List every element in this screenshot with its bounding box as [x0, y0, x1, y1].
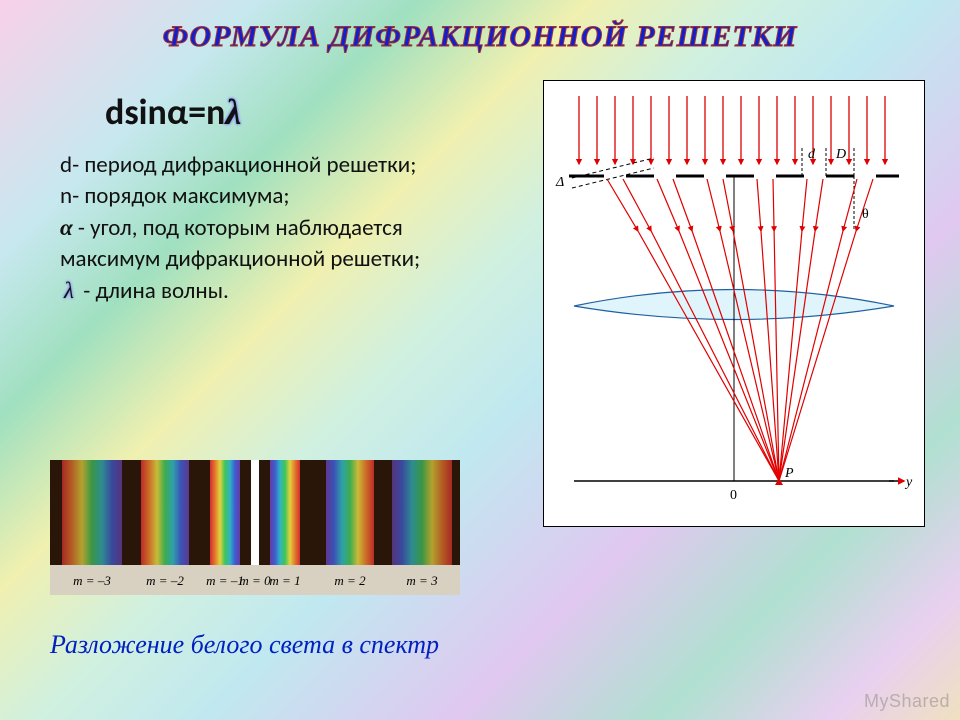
def-alpha: α - угол, под которым наблюдается максим… [60, 212, 480, 275]
def-lambda: λ - длина волны. [60, 275, 480, 307]
svg-text:m = –3: m = –3 [73, 573, 111, 588]
svg-text:θ: θ [862, 207, 869, 222]
alpha-icon: α [60, 215, 73, 240]
def-alpha-text: - угол, под которым наблюдается максимум… [60, 214, 420, 273]
lambda-icon: λ [60, 275, 78, 306]
svg-text:0: 0 [730, 488, 737, 503]
formula-main: dsinα=n [105, 90, 225, 134]
svg-text:D: D [835, 147, 846, 162]
diagram-svg: Δd Dθ P 0 y [544, 81, 924, 521]
svg-text:m = –1: m = –1 [206, 573, 244, 588]
svg-text:m = 1: m = 1 [269, 573, 300, 588]
svg-text:Δ: Δ [555, 175, 564, 190]
spectrum-figure: m = –3 m = –2 m = –1m = 0m = 1 m = 2 m = 3 [50, 460, 460, 600]
definitions: d- период дифракционной решетки; n- поря… [60, 150, 480, 307]
spectrum-caption: Разложение белого света в спектр [50, 630, 439, 660]
svg-text:d: d [808, 147, 816, 162]
lambda-icon: λ [225, 92, 241, 132]
watermark: MyShared [864, 691, 950, 712]
def-d: d- период дифракционной решетки; [60, 150, 480, 181]
svg-text:m = 3: m = 3 [406, 573, 438, 588]
svg-text:m = 2: m = 2 [334, 573, 366, 588]
svg-text:m = –2: m = –2 [146, 573, 184, 588]
def-lambda-text: - длина волны. [78, 277, 229, 305]
def-n: n- порядок максимума; [60, 181, 480, 212]
page-title: ФОРМУЛА ДИФРАКЦИОННОЙ РЕШЕТКИ [0, 0, 960, 54]
formula: dsinα=nλ [105, 90, 241, 134]
svg-text:P: P [784, 466, 794, 481]
svg-text:m = 0: m = 0 [239, 573, 271, 588]
diffraction-diagram: Δd Dθ P 0 y [543, 80, 925, 527]
svg-text:y: y [904, 475, 913, 490]
spectrum-svg: m = –3 m = –2 m = –1m = 0m = 1 m = 2 m = 3 [50, 460, 460, 595]
